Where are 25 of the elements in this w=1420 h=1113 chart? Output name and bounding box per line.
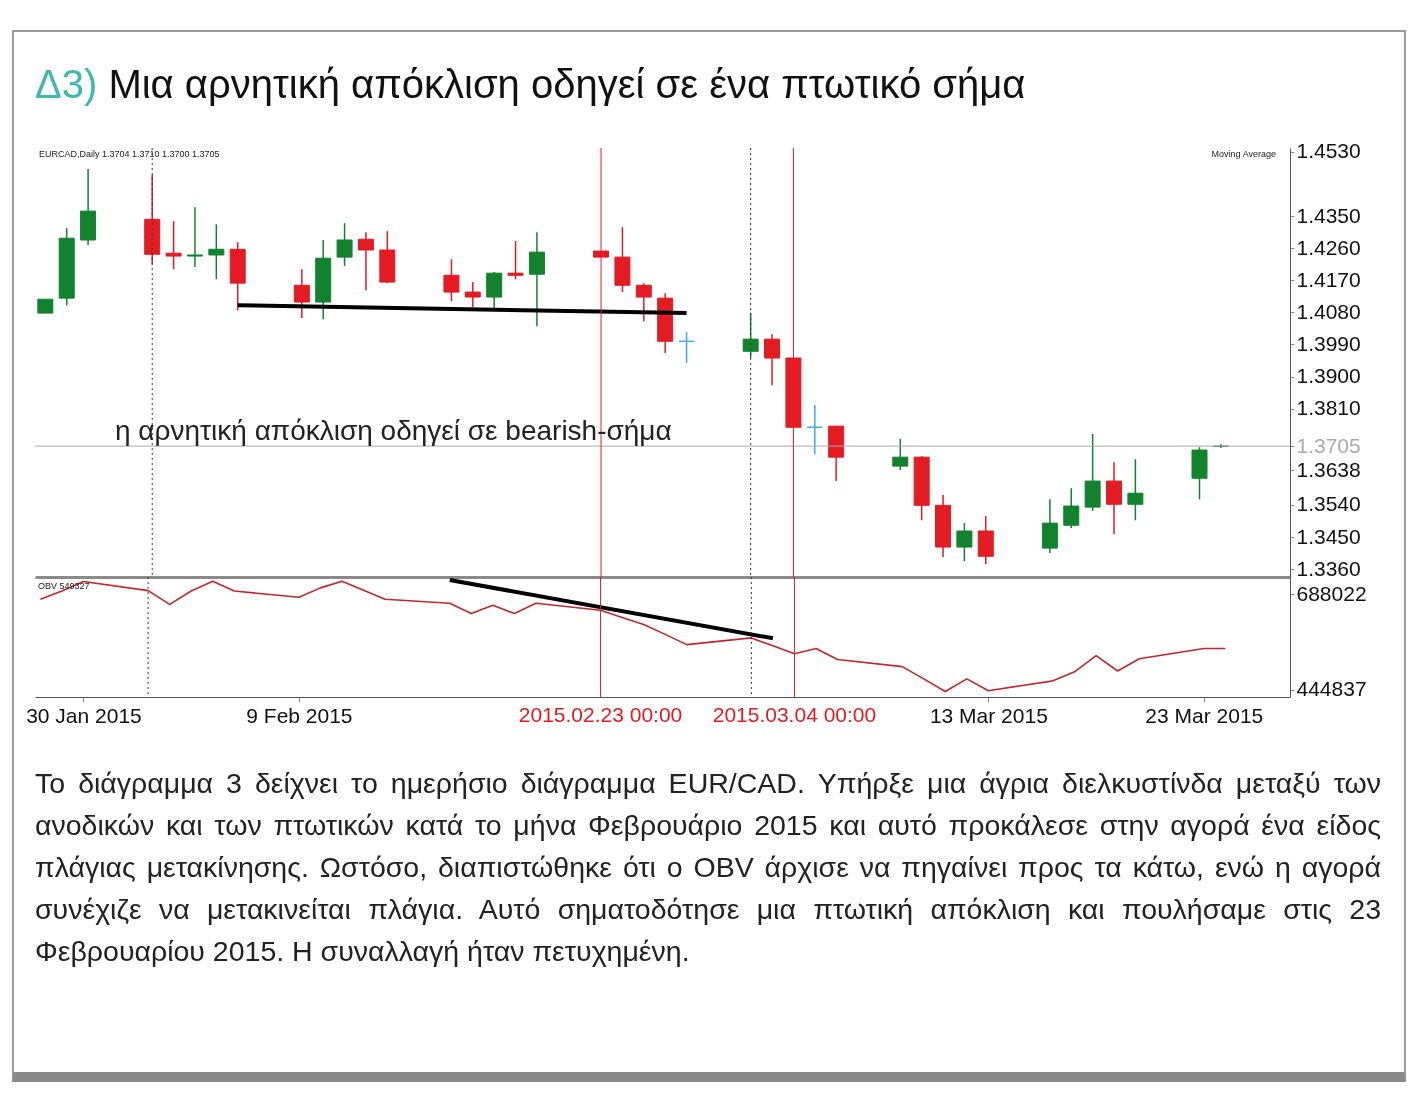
y-tick-label: 1.4350 bbox=[1296, 203, 1361, 227]
y-tick-label: 1.3540 bbox=[1296, 492, 1361, 516]
annotation: EURCAD,Daily 1.3704 1.3710 1.3700 1.3705 bbox=[39, 149, 220, 159]
y-tick-label: 688022 bbox=[1296, 581, 1367, 605]
y-tick-label: 1.3450 bbox=[1296, 524, 1361, 548]
ref-line-label: 2015.03.04 00:00 bbox=[712, 703, 877, 726]
text: Το διάγραμμα 3 δείχνει το ημερήσιο διάγραμμα EUR/CAD. Υπήρξε μια άγρια διελκυστίνδα μεταξύ των ανοδικών και των πτωτικών κατά το μήνα Φεβρουάριο 2015 και αυτό προκάλεσε στην αγορά ένα είδος πλάγιας μετακίνησης. Ωστόσο, διαπιστώθηκε ότι ο OBV άρχισε να πηγαίνει προς τα κάτω, ενώ η αγορά συνέχιζε να μετακινείται πλάγια. Αυτό σηματοδότησε μια πτωτική απόκλιση και πουλήσαμε στις 23 Φεβρουαρίου 2015. Η συναλλαγή ήταν πετυχημένη. bbox=[35, 766, 1381, 969]
y-tick-label: 1.4260 bbox=[1296, 235, 1361, 259]
y-tick-label: 1.3705 bbox=[1296, 433, 1361, 457]
y-tick-label: 1.3638 bbox=[1296, 457, 1361, 481]
y-tick-label: 1.3360 bbox=[1296, 556, 1361, 580]
y-tick-label: 444837 bbox=[1296, 677, 1367, 701]
x-tick-label: 23 Mar 2015 bbox=[1145, 703, 1264, 727]
x-tick-label: 9 Feb 2015 bbox=[246, 703, 353, 727]
chart-title: Δ3) Μια αρνητική απόκλιση οδηγεί σε ένα πτωτικό σήμα bbox=[35, 62, 1026, 106]
annotation: Moving Average bbox=[1211, 149, 1276, 159]
y-tick-label: 1.4080 bbox=[1296, 299, 1361, 323]
y-tick-label: 1.3810 bbox=[1296, 396, 1361, 420]
ref-line-label: 2015.02.23 00:00 bbox=[518, 703, 683, 726]
x-tick-label: 13 Mar 2015 bbox=[929, 703, 1048, 727]
y-tick-label: 1.4530 bbox=[1296, 139, 1361, 163]
x-tick-label: 30 Jan 2015 bbox=[26, 703, 142, 727]
y-tick-label: 1.4170 bbox=[1296, 267, 1361, 291]
y-tick-label: 1.3990 bbox=[1296, 331, 1361, 355]
y-tick-label: 1.3900 bbox=[1296, 364, 1361, 388]
